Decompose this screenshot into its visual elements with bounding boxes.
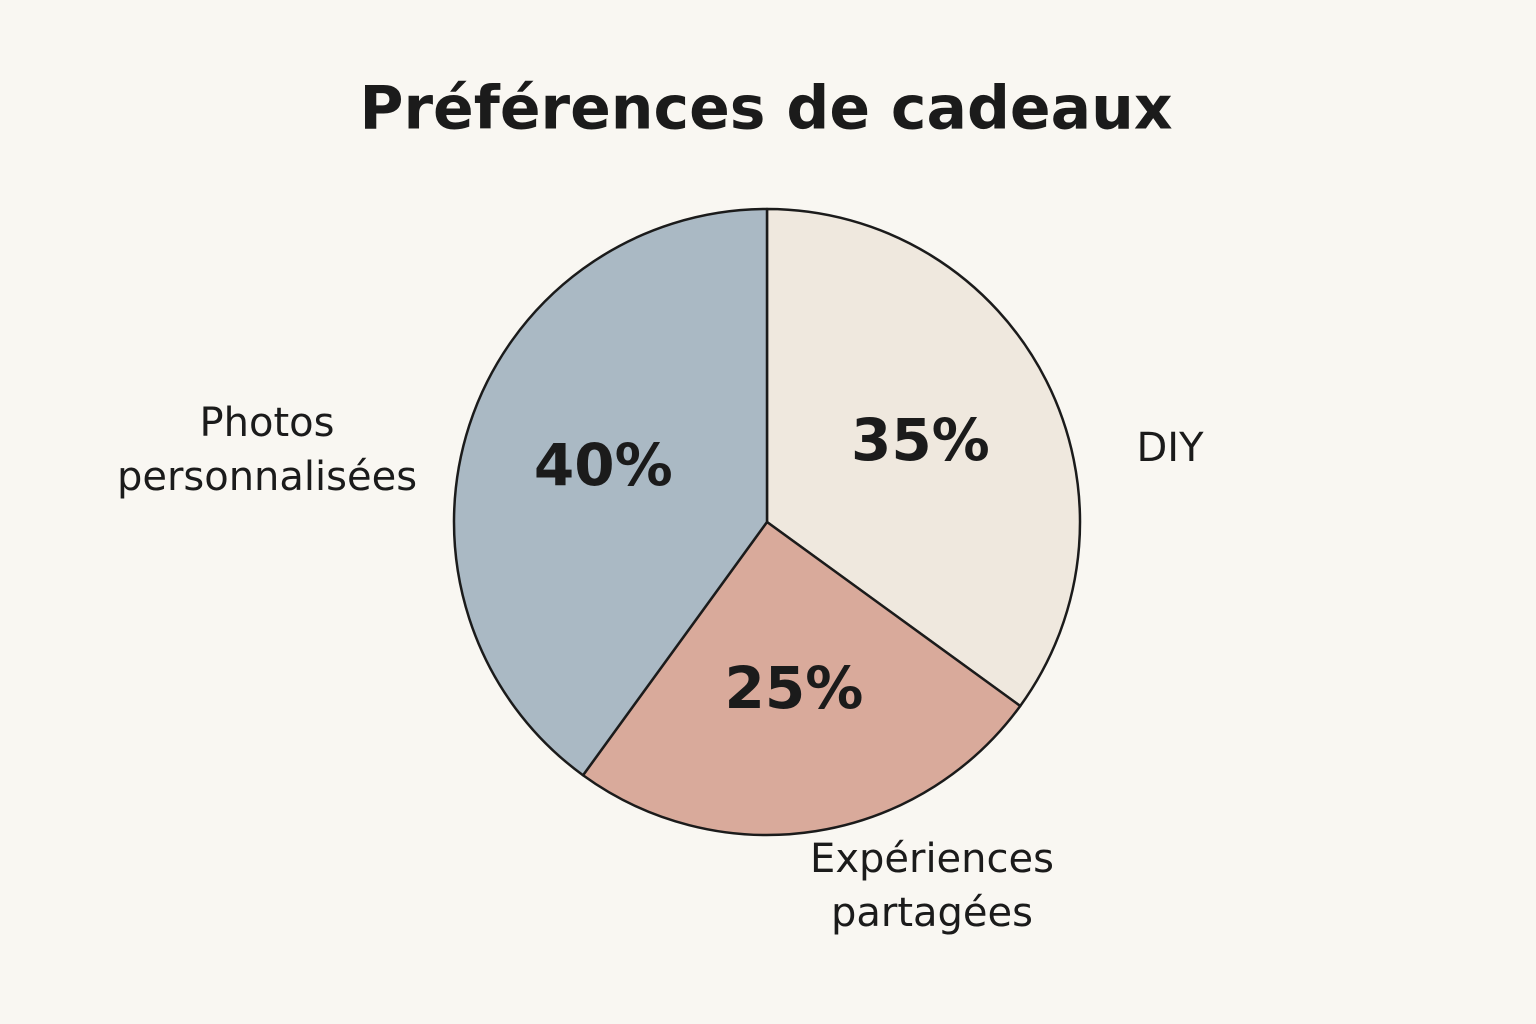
value-label: 25% xyxy=(725,654,864,722)
value-label: 35% xyxy=(851,406,990,474)
pie-slice xyxy=(765,207,1082,708)
category-label: Expériences partagées xyxy=(810,836,1054,936)
value-label: 40% xyxy=(534,431,673,499)
category-label: Photos personnalisées xyxy=(117,400,417,500)
category-label: DIY xyxy=(1136,425,1204,471)
pie-slice xyxy=(452,207,769,777)
chart-title: Préférences de cadeaux xyxy=(359,74,1172,144)
pie-slice xyxy=(581,520,1022,837)
